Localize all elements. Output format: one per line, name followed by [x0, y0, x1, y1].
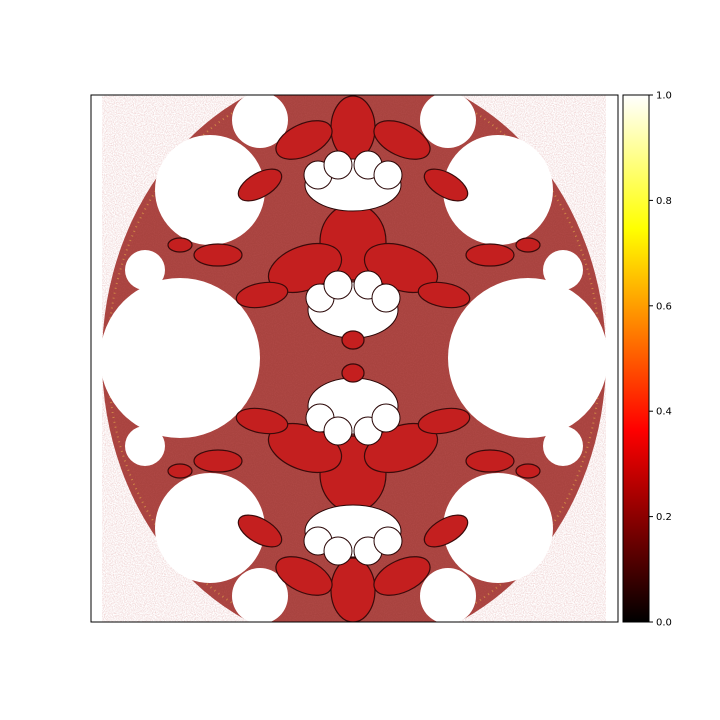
heatmap-plot	[91, 95, 618, 622]
plot-frame	[90, 94, 619, 623]
center-dots	[341, 330, 365, 383]
colorbar-tick-label: 0.6	[656, 301, 672, 312]
colorbar-tick-label: 0.0	[656, 618, 672, 629]
colorbar-tick-label: 0.4	[656, 407, 672, 418]
colorbar-tick-label: 1.0	[656, 91, 672, 102]
colorbar-tick-label: 0.2	[656, 512, 672, 523]
white-bulbs	[100, 95, 608, 622]
colorbar-tick-label: 0.8	[656, 196, 672, 207]
colorbar: 0.0 0.2 0.4 0.6 0.8 1.0	[622, 91, 672, 629]
colorbar-gradient	[622, 94, 650, 623]
colorbar-ticks: 0.0 0.2 0.4 0.6 0.8 1.0	[649, 91, 672, 629]
white-flowers	[303, 150, 403, 566]
red-petals	[167, 95, 541, 622]
